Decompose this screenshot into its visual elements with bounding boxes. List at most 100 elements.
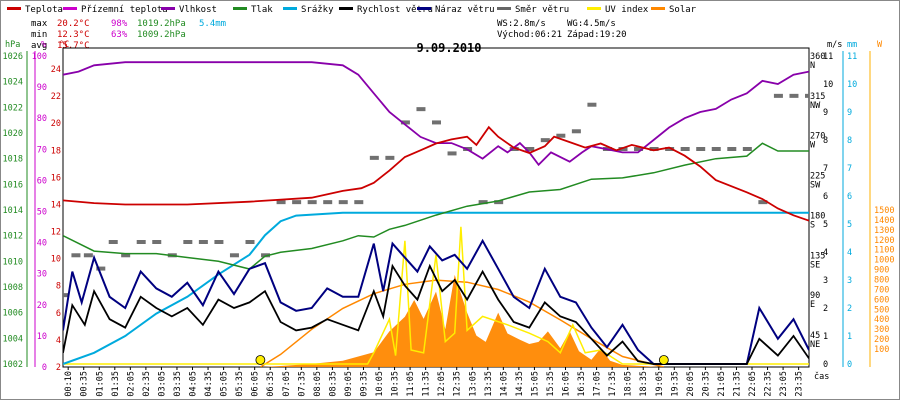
legend-label-2: Vlhkost: [179, 5, 217, 15]
dir-name-5: SE: [810, 260, 820, 270]
x-tick-label-43: 21:35: [733, 371, 743, 397]
chart-legend: Teplota Přízemní teplota Vlhkost Tlak Srážky…: [7, 5, 697, 15]
wind-dir-mark: [385, 155, 395, 160]
x-tick-label-9: 04:35: [204, 371, 214, 397]
wind-dir-mark: [478, 200, 488, 205]
wind-dir-mark: [618, 147, 628, 151]
x-tick-label-40: 20:05: [686, 371, 696, 397]
stats-max-label: max: [31, 19, 48, 29]
legend-swatch-0: [7, 7, 21, 10]
x-tick-label-3: 01:35: [111, 371, 121, 397]
temp-axis-tick-9: 6: [56, 309, 61, 319]
wind-dir-mark: [773, 93, 783, 98]
ms-axis-tick-9: 2: [823, 304, 828, 314]
wind-dir-mark: [121, 253, 131, 258]
stats-avg-label: avg: [31, 41, 47, 51]
wind-dir-mark: [665, 147, 675, 151]
wind-dir-mark: [680, 147, 690, 151]
pct-axis-tick-7: 30: [37, 270, 47, 280]
pct-axis-tick-1: 90: [37, 83, 47, 93]
pressure-line: [63, 142, 809, 270]
sunset-time: Západ:19:20: [567, 30, 627, 40]
mm-axis-tick-9: 2: [847, 304, 852, 314]
mm-axis-tick-2: 9: [847, 108, 852, 118]
ms-axis-tick-8: 3: [823, 276, 828, 286]
mm-axis-tick-10: 1: [847, 332, 852, 342]
dir-name-6: E: [810, 300, 815, 310]
uv-index-line: [63, 226, 809, 365]
temperature-line: [63, 125, 809, 222]
x-tick-label-8: 04:05: [189, 371, 199, 397]
wind-wg: WG:4.5m/s: [567, 19, 616, 29]
wind-dir-mark: [556, 133, 566, 138]
hpa-axis-tick-8: 1010: [3, 257, 23, 267]
unit-w: W: [877, 40, 883, 50]
x-tick-label-29: 14:35: [515, 371, 525, 397]
temp-axis-tick-11: 2: [56, 363, 61, 373]
unit-mm: mm: [847, 40, 857, 50]
x-tick-label-25: 12:35: [453, 371, 463, 397]
ms-axis-tick-6: 5: [823, 220, 828, 230]
w-axis-tick-4: 1100: [874, 246, 894, 256]
ms-axis-tick-5: 6: [823, 192, 828, 202]
pct-axis-tick-10: 0: [42, 363, 47, 373]
dir-deg-6: 90: [810, 291, 820, 301]
x-tick-label-27: 13:35: [484, 371, 494, 397]
w-axis-tick-9: 600: [874, 295, 889, 305]
hpa-axis-tick-12: 1002: [3, 360, 23, 370]
hpa-axis-tick-5: 1016: [3, 180, 23, 190]
wind-dir-mark: [789, 93, 799, 98]
x-tick-label-10: 05:05: [220, 371, 230, 397]
wind-dir-mark: [494, 200, 504, 205]
mm-axis-tick-6: 5: [847, 220, 852, 230]
stats-max-hum: 98%: [111, 19, 128, 29]
ms-axis-tick-4: 7: [823, 164, 828, 174]
x-tick-label-20: 10:05: [375, 371, 385, 397]
x-tick-label-46: 23:05: [779, 371, 789, 397]
w-axis-tick-2: 1300: [874, 226, 894, 236]
wind-dir-mark: [338, 200, 348, 205]
temp-axis-tick-10: 4: [56, 336, 61, 346]
wind-dir-mark: [416, 107, 426, 112]
x-tick-label-28: 14:05: [499, 371, 509, 397]
hpa-axis-tick-9: 1008: [3, 283, 23, 293]
unit-pct: %: [41, 40, 46, 50]
legend-label-6: Náraz větru: [435, 5, 495, 15]
mm-axis-tick-11: 0: [847, 360, 852, 370]
temp-axis-tick-2: 20: [51, 119, 61, 129]
x-tick-label-32: 16:05: [562, 371, 572, 397]
legend-swatch-8: [587, 7, 601, 10]
wind-speed-line: [63, 263, 809, 365]
temp-axis-tick-3: 18: [51, 146, 61, 156]
x-tick-label-36: 18:05: [624, 371, 634, 397]
dir-deg-2: 270: [810, 132, 825, 142]
temp-axis-tick-7: 10: [51, 255, 61, 265]
w-axis-tick-1: 1400: [874, 216, 894, 226]
wind-dir-mark: [571, 129, 581, 134]
dir-name-3: SW: [810, 181, 821, 191]
mm-axis-tick-3: 8: [847, 136, 852, 146]
wind-dir-mark: [152, 240, 162, 244]
dir-name-4: S: [810, 220, 815, 230]
unit-temp: °C: [59, 40, 69, 50]
x-tick-label-45: 22:35: [764, 371, 774, 397]
wind-direction-marks: [63, 93, 809, 298]
wind-dir-mark: [696, 147, 706, 151]
stats-max-press: 1019.2hPa: [137, 19, 186, 29]
w-axis-tick-5: 1000: [874, 256, 894, 266]
wind-dir-mark: [307, 200, 317, 205]
axes: 1026102410221020101810161014101210101008…: [3, 47, 894, 373]
x-tick-label-33: 16:35: [577, 371, 587, 397]
mm-axis-tick-7: 4: [847, 248, 852, 258]
wind-dir-mark: [649, 147, 659, 151]
pct-axis-tick-4: 60: [37, 176, 47, 186]
w-axis-tick-14: 100: [874, 345, 889, 355]
dir-deg-5: 135: [810, 251, 825, 261]
wind-dir-mark: [83, 253, 93, 258]
wind-dir-mark: [509, 147, 519, 151]
x-tick-label-47: 23:35: [795, 371, 805, 397]
dir-deg-7: 45: [810, 331, 820, 341]
pct-axis-tick-3: 70: [37, 145, 47, 155]
x-tick-label-18: 09:05: [344, 371, 354, 397]
